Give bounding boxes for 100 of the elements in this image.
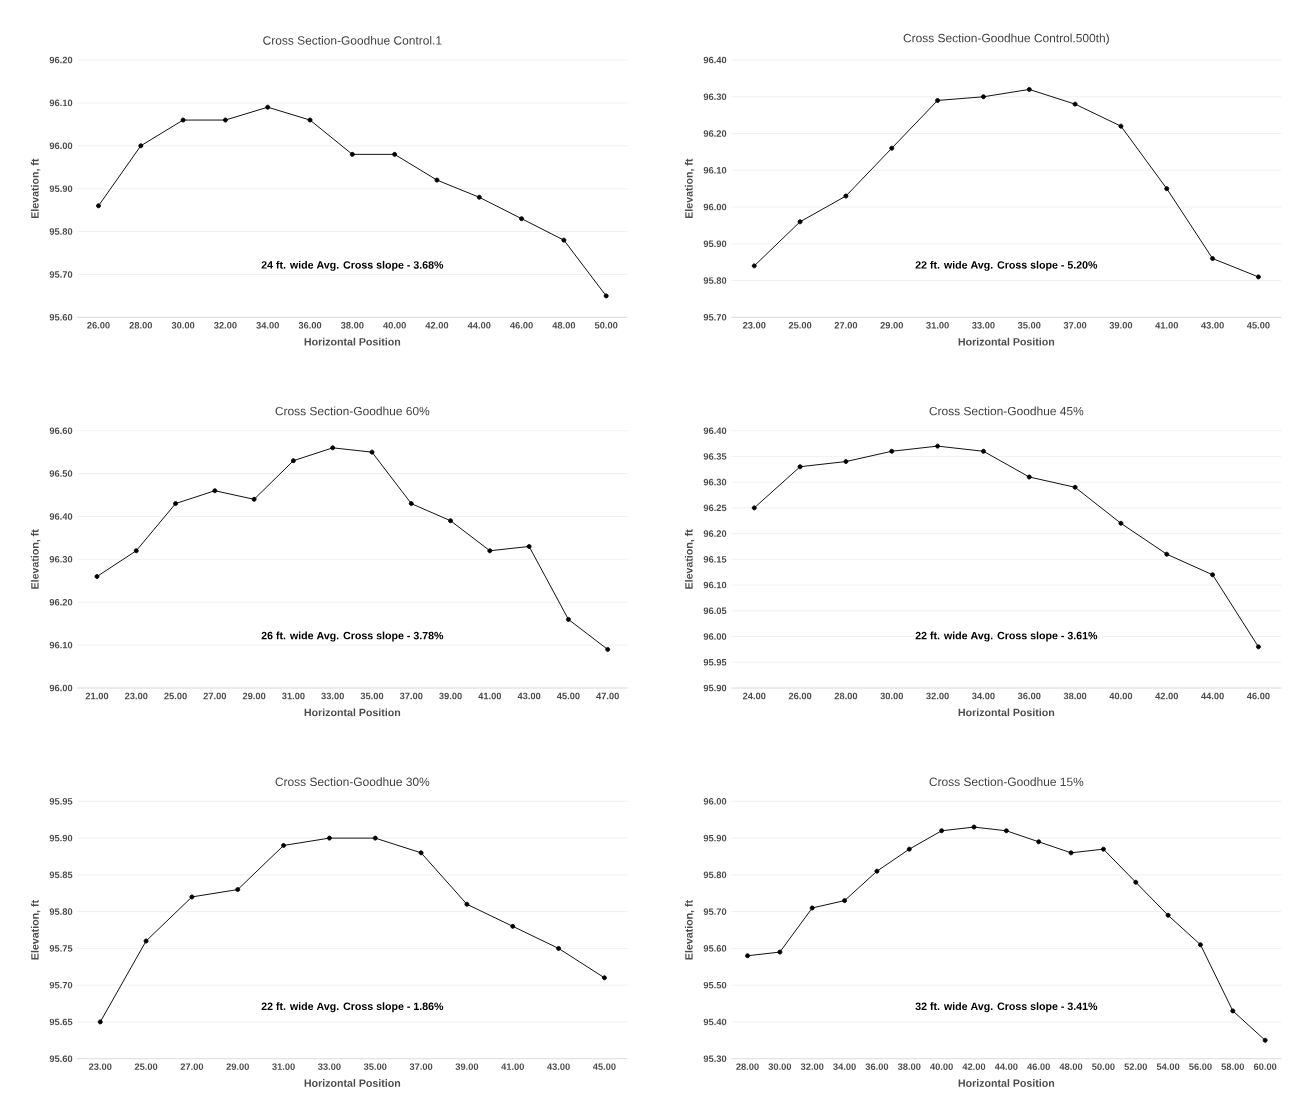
x-tick-label: 46.00 (510, 322, 533, 329)
y-tick-label: 96.00 (49, 142, 73, 150)
point (265, 104, 271, 110)
x-tick-label: 43.00 (517, 692, 541, 700)
x-tick-label: 24.00 (742, 692, 766, 700)
x-tick-label: 34.00 (833, 1063, 856, 1070)
point (874, 868, 880, 874)
point (843, 459, 849, 465)
point (565, 616, 571, 622)
annotation: 22 ft. wide Avg. Cross slope - 1.86% (261, 1002, 444, 1013)
x-axis-title: Horizontal Position (304, 337, 401, 346)
point (526, 544, 532, 549)
x-tick-label: 29.00 (880, 322, 904, 329)
y-tick-label: 96.30 (703, 93, 727, 101)
y-tick-label: 95.95 (703, 659, 727, 666)
x-tick-label: 41.00 (1155, 322, 1179, 329)
y-tick-label: 96.00 (703, 203, 727, 211)
point (939, 828, 945, 834)
point (1100, 846, 1106, 852)
x-tick-label: 36.00 (865, 1063, 889, 1070)
point (97, 1019, 103, 1025)
x-tick-label: 37.00 (399, 692, 423, 700)
x-tick-label: 35.00 (360, 692, 384, 700)
x-tick-label: 37.00 (409, 1063, 433, 1070)
y-axis-title: Elevation, ft (30, 158, 41, 219)
point (980, 448, 986, 454)
point (751, 263, 757, 269)
point (1036, 839, 1042, 845)
annotation: 24 ft. wide Avg. Cross slope - 3.68% (261, 260, 444, 271)
point (935, 97, 941, 103)
x-tick-label: 39.00 (455, 1063, 479, 1070)
x-tick-label: 42.00 (962, 1063, 986, 1070)
x-tick-label: 45.00 (1246, 322, 1270, 329)
point (464, 901, 470, 907)
y-tick-label: 95.80 (49, 908, 73, 915)
x-tick-label: 56.00 (1189, 1063, 1212, 1070)
y-tick-label: 96.10 (49, 641, 73, 649)
y-tick-label: 96.40 (703, 56, 727, 64)
annotation: 22 ft. wide Avg. Cross slope - 3.61% (915, 631, 1098, 642)
point (96, 203, 101, 209)
point (935, 443, 941, 449)
y-tick-label: 96.00 (703, 633, 727, 640)
point (1072, 484, 1078, 490)
point (1026, 86, 1032, 92)
x-tick-label: 50.00 (1092, 1063, 1115, 1070)
y-tick-label: 96.35 (703, 453, 727, 460)
y-tick-label: 95.40 (703, 1018, 727, 1026)
x-tick-label: 28.00 (834, 692, 858, 700)
x-tick-label: 40.00 (1109, 692, 1133, 700)
point (561, 237, 567, 243)
point (251, 496, 257, 502)
point (601, 975, 607, 981)
x-tick-label: 33.00 (321, 692, 344, 700)
x-tick-label: 44.00 (994, 1063, 1018, 1070)
point (1230, 1008, 1236, 1014)
point (889, 145, 895, 151)
point (434, 177, 440, 183)
annotation: 32 ft. wide Avg. Cross slope - 3.41% (915, 1002, 1098, 1013)
x-tick-label: 21.00 (85, 692, 109, 700)
x-tick-label: 40.00 (930, 1063, 953, 1070)
x-tick-label: 33.00 (972, 322, 995, 329)
x-tick-label: 32.00 (213, 322, 237, 329)
x-tick-label: 41.00 (501, 1063, 525, 1070)
chart-title: Cross Section-Goodhue 30% (275, 777, 430, 787)
annotation: 26 ft. wide Avg. Cross slope - 3.78% (261, 631, 444, 642)
x-tick-label: 46.00 (1027, 1063, 1050, 1070)
point (777, 949, 783, 955)
point (603, 293, 609, 299)
x-tick-label: 32.00 (800, 1063, 824, 1070)
point (290, 458, 296, 464)
x-tick-label: 26.00 (788, 692, 812, 700)
x-tick-label: 35.00 (1017, 322, 1041, 329)
y-tick-label: 95.60 (49, 1055, 73, 1062)
point (797, 464, 803, 470)
point (510, 923, 516, 929)
y-tick-label: 95.70 (49, 271, 73, 278)
x-tick-label: 38.00 (1063, 692, 1087, 700)
x-tick-label: 28.00 (129, 322, 153, 329)
x-tick-label: 36.00 (1017, 692, 1041, 700)
point (980, 94, 986, 100)
point (372, 835, 378, 841)
point (1118, 520, 1124, 526)
point (745, 953, 750, 959)
y-axis-title: Elevation, ft (684, 529, 695, 589)
y-tick-label: 95.80 (703, 871, 727, 879)
y-tick-label: 95.30 (703, 1055, 727, 1062)
x-tick-label: 36.00 (298, 322, 322, 329)
point (751, 505, 757, 511)
y-tick-label: 95.85 (49, 871, 73, 879)
x-axis-title: Horizontal Position (958, 1079, 1055, 1087)
point (408, 501, 414, 507)
point (1072, 101, 1078, 107)
x-tick-label: 54.00 (1156, 1063, 1180, 1070)
y-tick-label: 95.90 (703, 240, 727, 248)
x-tick-label: 34.00 (972, 692, 995, 700)
x-tick-label: 38.00 (340, 322, 364, 329)
point (519, 216, 525, 222)
y-tick-label: 96.20 (49, 56, 73, 64)
x-tick-label: 44.00 (467, 322, 491, 329)
point (797, 219, 803, 225)
